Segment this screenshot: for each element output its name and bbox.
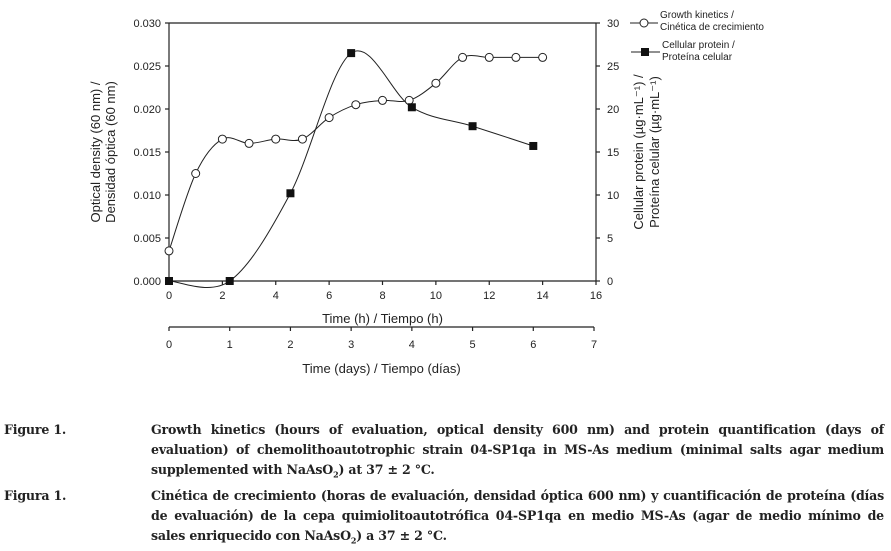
legend-protein-label-1: Cellular protein / — [662, 40, 735, 51]
growth-point — [378, 95, 387, 105]
growth-point — [458, 52, 468, 62]
y-left-tick-label: 0.005 — [133, 233, 161, 245]
y-right-label-1: Cellular protein (µg·mL⁻¹) / — [631, 74, 646, 230]
days-tick-label: 7 — [591, 339, 597, 351]
protein-point — [347, 49, 356, 58]
growth-point — [431, 78, 441, 88]
protein-point — [468, 122, 477, 131]
growth-point — [538, 52, 548, 62]
subscript: 2 — [333, 469, 339, 480]
growth-point — [351, 100, 361, 110]
growth-point — [297, 134, 307, 144]
protein-point — [286, 189, 295, 198]
y-left-tick-label: 0.025 — [133, 61, 161, 73]
caption-es-number: Figura 1. — [4, 488, 67, 503]
subscript: 2 — [350, 535, 357, 546]
x-axis-days-label: Time (days) / Tiempo (días) — [302, 361, 460, 376]
x-tick-label: 14 — [537, 290, 549, 302]
growth-point — [324, 113, 334, 123]
caption-es-text: Cinética de crecimiento (horas de evalua… — [151, 488, 884, 543]
y-right-tick-label: 15 — [607, 147, 619, 159]
x-tick-label: 4 — [273, 290, 279, 302]
protein-point — [165, 277, 173, 285]
growth-point — [217, 134, 227, 144]
caption-en-text: Growth kinetics (hours of evaluation, op… — [151, 422, 884, 477]
y-left-tick-label: 0.020 — [133, 104, 161, 116]
days-tick-label: 4 — [409, 339, 415, 351]
y-left-label-1: Optical density (60 nm) / — [88, 81, 103, 222]
growth-point — [484, 52, 494, 62]
y-right-tick-label: 20 — [607, 104, 619, 116]
x-tick-label: 16 — [590, 290, 602, 302]
legend-growth-label-2: Cinética de crecimiento — [660, 22, 764, 33]
protein-point — [529, 141, 538, 150]
y-left-tick-label: 0.010 — [133, 190, 161, 202]
protein-point — [225, 277, 234, 285]
legend-protein-label-2: Proteína celular — [662, 52, 733, 63]
days-tick-label: 2 — [287, 339, 293, 351]
x-tick-label: 6 — [326, 290, 332, 302]
x-tick-label: 12 — [483, 290, 495, 302]
days-tick-label: 6 — [530, 339, 536, 351]
y-left-tick-label: 0.000 — [133, 276, 161, 288]
x-tick-label: 10 — [430, 290, 442, 302]
growth-kinetics-line — [168, 55, 543, 252]
x-tick-label: 8 — [379, 290, 385, 302]
y-right-tick-label: 10 — [607, 190, 619, 202]
growth-point — [404, 95, 414, 105]
growth-point — [511, 52, 521, 62]
y-left-tick-label: 0.030 — [133, 18, 161, 30]
caption-en-number: Figure 1. — [4, 422, 67, 437]
caption-english: Figure 1. Growth kinetics (hours of eval… — [4, 420, 884, 485]
x-tick-label: 0 — [166, 290, 172, 302]
y-right-tick-label: 5 — [607, 233, 613, 245]
protein-point — [407, 103, 416, 112]
cellular-protein-line — [168, 50, 534, 288]
y-right-tick-label: 30 — [607, 18, 619, 30]
x-axis-hours-label: Time (h) / Tiempo (h) — [322, 311, 443, 326]
legend-protein-marker — [641, 48, 649, 56]
growth-point — [191, 169, 201, 178]
growth-point — [244, 138, 254, 148]
growth-point — [164, 246, 174, 256]
legend-growth-label-1: Growth kinetics / — [660, 10, 734, 21]
caption-spanish: Figura 1. Cinética de crecimiento (horas… — [4, 486, 884, 551]
y-right-label-2: Proteína celular (µg·mL⁻¹) — [647, 76, 662, 228]
y-left-label-2: Densidad óptica (60 nm) — [103, 81, 118, 223]
days-tick-label: 5 — [470, 339, 476, 351]
y-left-tick-label: 0.015 — [133, 147, 161, 159]
y-right-tick-label: 25 — [607, 61, 619, 73]
days-tick-label: 1 — [227, 339, 233, 351]
legend-growth-marker — [639, 18, 649, 28]
x-tick-label: 2 — [219, 290, 225, 302]
caption-en-end: ) at 37 ± 2 °C. — [338, 462, 435, 477]
days-tick-label: 0 — [166, 339, 172, 351]
days-tick-label: 3 — [348, 339, 354, 351]
growth-protein-chart: 0 2 4 6 8 10 12 14 160.0000.0050.0100.0150.0200.… — [88, 10, 764, 376]
growth-point — [271, 134, 281, 144]
caption-es-end: ) a 37 ± 2 °C. — [356, 528, 447, 543]
y-right-tick-label: 0 — [607, 276, 613, 288]
